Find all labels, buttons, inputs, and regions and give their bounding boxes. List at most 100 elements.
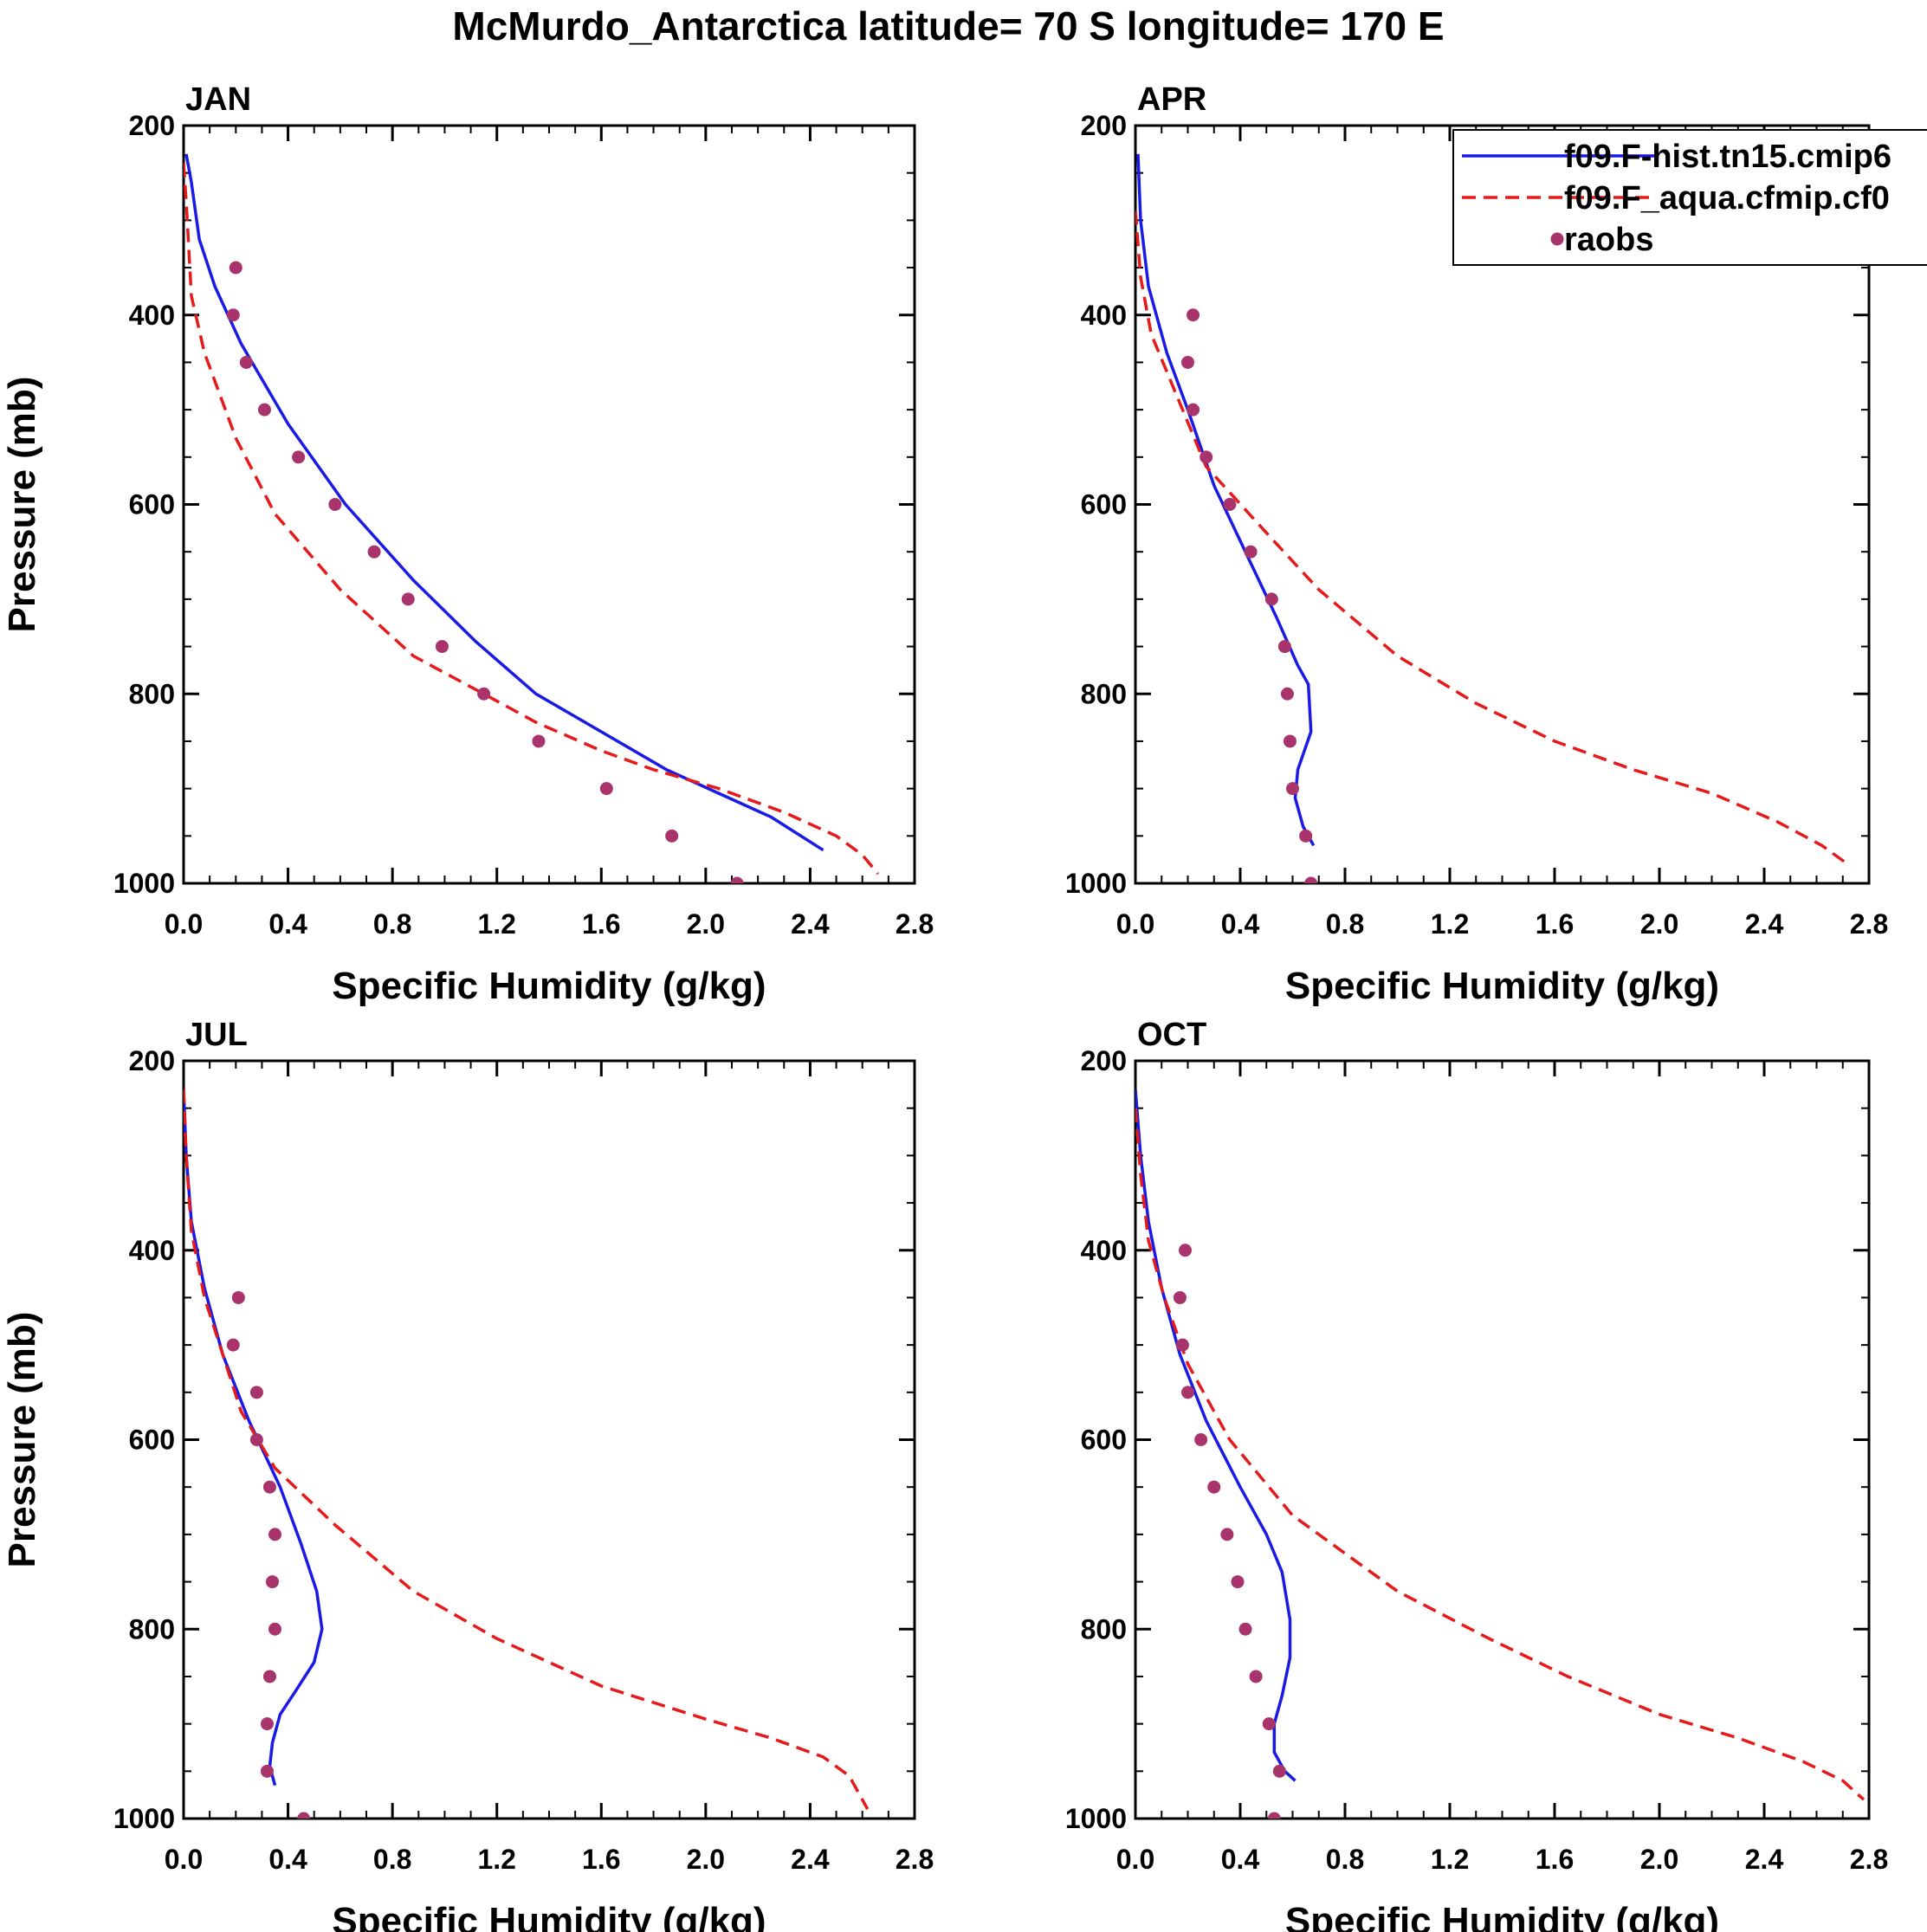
data-point-raobs [1175, 1338, 1189, 1352]
y-tick-label: 600 [1081, 489, 1127, 520]
y-tick-label: 200 [1081, 110, 1127, 141]
x-tick-label: 2.8 [1850, 1844, 1888, 1875]
y-axis-label: Pressure (mb) [1, 1312, 43, 1568]
data-point-raobs [1187, 403, 1200, 417]
x-tick-label: 0.4 [1221, 908, 1260, 940]
series-group [184, 153, 880, 883]
data-point-raobs [1194, 1433, 1208, 1446]
data-point-raobs [1223, 498, 1237, 511]
data-point-raobs [1304, 876, 1318, 883]
legend-marker [1550, 232, 1564, 246]
x-tick-label: 0.0 [1116, 908, 1154, 940]
y-tick-label: 200 [129, 1045, 175, 1076]
data-point-raobs [401, 592, 415, 606]
data-point-raobs [1181, 1386, 1194, 1399]
series-line-hist [184, 1089, 324, 1787]
data-point-raobs [1267, 1812, 1281, 1819]
data-point-raobs [226, 1338, 240, 1352]
data-point-raobs [1264, 592, 1278, 606]
x-tick-label: 2.8 [896, 1844, 934, 1875]
data-point-raobs [1283, 734, 1297, 748]
data-point-raobs [1277, 640, 1291, 654]
data-point-raobs [1238, 1622, 1252, 1636]
data-point-raobs [265, 1575, 279, 1589]
x-tick-label: 2.0 [687, 1844, 725, 1875]
x-tick-label: 1.2 [477, 1844, 515, 1875]
x-tick-label: 1.2 [1431, 1844, 1469, 1875]
data-point-raobs [262, 1480, 276, 1494]
x-tick-label: 0.8 [373, 908, 411, 940]
data-point-raobs [229, 261, 242, 275]
legend-label: raobs [1564, 222, 1653, 258]
data-point-raobs [1231, 1575, 1245, 1589]
data-point-raobs [367, 545, 381, 559]
data-point-raobs [292, 450, 306, 464]
x-tick-label: 1.2 [1431, 908, 1469, 940]
y-tick-label: 200 [129, 110, 175, 141]
data-point-raobs [249, 1433, 263, 1446]
data-point-raobs [599, 782, 613, 796]
x-tick-label: 0.4 [1221, 1844, 1260, 1875]
data-point-raobs [262, 1670, 276, 1683]
panel-oct: OCT 0.0 0.4 0.8 1.2 1.6 2.0 2.4 2.8 200 400 600 800 1… [1065, 1017, 1888, 1932]
y-tick-label: 400 [129, 300, 175, 331]
panel-jan: JAN 0.0 0.4 0.8 1.2 1.6 2.0 2.4 2.8 200 400 600 800 1… [1, 81, 934, 1007]
data-point-raobs [260, 1717, 274, 1731]
x-tick-label: 2.4 [1745, 1844, 1784, 1875]
x-tick-label: 2.4 [791, 908, 830, 940]
data-point-raobs [239, 355, 253, 369]
x-tick-label: 2.4 [791, 1844, 830, 1875]
series-line-aqua [1135, 1108, 1866, 1801]
y-tick-label: 1000 [113, 1803, 175, 1834]
data-point-raobs [1286, 782, 1299, 796]
data-point-raobs [477, 687, 491, 701]
data-point-raobs [1249, 1670, 1263, 1683]
data-point-raobs [435, 640, 449, 654]
series-group [1135, 153, 1849, 883]
data-point-raobs [1244, 545, 1258, 559]
data-point-raobs [1173, 1290, 1187, 1304]
data-point-raobs [1262, 1717, 1276, 1731]
y-tick-label: 1000 [1065, 1803, 1127, 1834]
x-tick-label: 1.6 [1536, 1844, 1574, 1875]
data-point-raobs [297, 1812, 311, 1819]
series-line-hist [184, 153, 824, 852]
data-point-raobs [1181, 355, 1194, 369]
x-tick-label: 2.8 [1850, 908, 1888, 940]
y-axis-label: Pressure (mb) [1, 377, 43, 633]
x-tick-label: 0.4 [268, 1844, 307, 1875]
x-tick-label: 2.0 [1640, 1844, 1678, 1875]
series-group [1135, 1089, 1866, 1819]
x-axis-label: Specific Humidity (g/kg) [332, 965, 766, 1007]
y-tick-label: 600 [129, 1425, 175, 1456]
y-tick-label: 1000 [1065, 868, 1127, 899]
data-point-raobs [1280, 687, 1294, 701]
data-point-raobs [665, 829, 679, 843]
figure-title: McMurdo_Antarctica latitude= 70 S longit… [452, 3, 1444, 48]
x-tick-label: 1.6 [582, 908, 620, 940]
legend-label: f09.F_aqua.cfmip.cf0 [1564, 180, 1890, 216]
data-point-raobs [1272, 1764, 1286, 1778]
y-tick-label: 800 [129, 1613, 175, 1644]
x-tick-label: 0.0 [165, 1844, 203, 1875]
x-axis-label: Specific Humidity (g/kg) [1285, 1900, 1719, 1932]
x-axis-label: Specific Humidity (g/kg) [1285, 965, 1719, 1007]
y-tick-label: 400 [129, 1235, 175, 1266]
y-tick-label: 1000 [113, 868, 175, 899]
panel-label: JUL [185, 1017, 248, 1053]
data-point-raobs [1220, 1528, 1234, 1541]
data-point-raobs [249, 1386, 263, 1399]
x-tick-label: 2.8 [896, 908, 934, 940]
y-tick-label: 800 [1081, 678, 1127, 709]
x-tick-label: 0.0 [1116, 1844, 1154, 1875]
x-tick-label: 2.4 [1745, 908, 1784, 940]
x-tick-label: 2.0 [687, 908, 725, 940]
x-axis-label: Specific Humidity (g/kg) [332, 1900, 766, 1932]
series-group [184, 1089, 870, 1819]
x-tick-label: 1.6 [1536, 908, 1574, 940]
data-point-raobs [1299, 829, 1313, 843]
data-point-raobs [257, 403, 271, 417]
x-tick-label: 2.0 [1640, 908, 1678, 940]
y-tick-label: 400 [1081, 1235, 1127, 1266]
